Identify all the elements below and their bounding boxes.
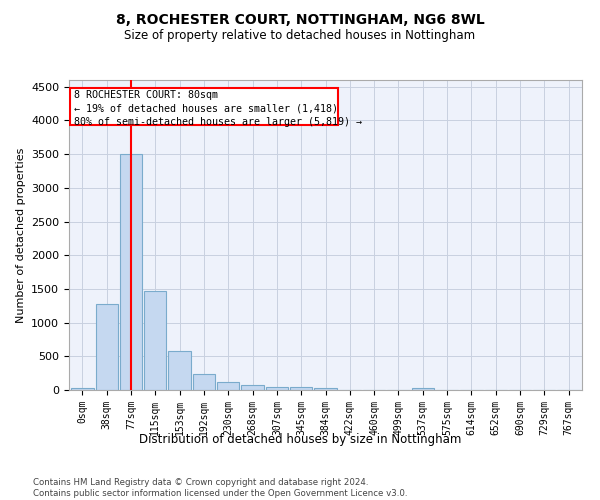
Bar xyxy=(193,374,215,390)
Bar xyxy=(71,388,94,390)
FancyBboxPatch shape xyxy=(70,88,338,125)
Bar xyxy=(241,385,264,390)
Bar xyxy=(169,351,191,390)
Text: 8, ROCHESTER COURT, NOTTINGHAM, NG6 8WL: 8, ROCHESTER COURT, NOTTINGHAM, NG6 8WL xyxy=(116,12,484,26)
Y-axis label: Number of detached properties: Number of detached properties xyxy=(16,148,26,322)
Bar xyxy=(266,386,288,390)
Bar xyxy=(144,291,166,390)
Bar xyxy=(120,154,142,390)
Bar xyxy=(314,388,337,390)
Bar xyxy=(290,388,313,390)
Bar xyxy=(412,388,434,390)
Text: Contains HM Land Registry data © Crown copyright and database right 2024.
Contai: Contains HM Land Registry data © Crown c… xyxy=(33,478,407,498)
Bar xyxy=(95,304,118,390)
Text: Size of property relative to detached houses in Nottingham: Size of property relative to detached ho… xyxy=(124,29,476,42)
Text: Distribution of detached houses by size in Nottingham: Distribution of detached houses by size … xyxy=(139,432,461,446)
Text: 8 ROCHESTER COURT: 80sqm
← 19% of detached houses are smaller (1,418)
80% of sem: 8 ROCHESTER COURT: 80sqm ← 19% of detach… xyxy=(74,90,362,126)
Bar xyxy=(217,382,239,390)
